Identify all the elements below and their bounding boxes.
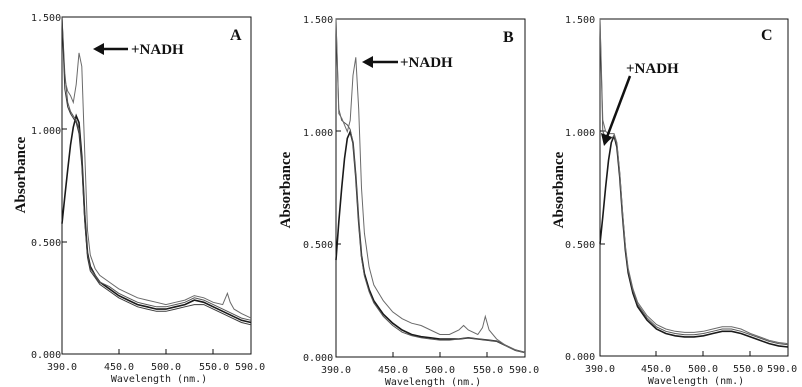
spectrum-line [335,18,526,353]
y-tick-label: 0.500 [31,238,61,249]
tick-marks [62,128,214,354]
spectrum-curves [335,18,526,354]
x-tick-label: 390.0 [47,362,77,373]
x-axis-label: Wavelength (nm.) [111,374,207,385]
x-tick-label: 500.0 [151,362,181,373]
spectrum-line [599,18,789,345]
x-axis-label: Wavelength (nm.) [648,376,744,387]
spectrum-line [335,18,526,353]
nadh-arrow [362,56,398,68]
x-axis-label: Wavelength (nm.) [385,377,481,387]
plot-frame [599,18,789,357]
spectrum-line [599,18,789,346]
spectrum-line [61,16,252,321]
y-axis-label: Absorbance [278,151,294,228]
nadh-annotation: +NADH [626,61,679,77]
spectrum-curves [61,16,252,326]
panel-b: Absorbance 1.500 1.000 0.500 0.000 390.0… [278,15,539,387]
y-tick-label: 1.500 [303,15,333,26]
x-tick-label: 590.0 [235,362,265,373]
spectrum-line [599,133,789,348]
x-tick-label: 590.0 [509,365,539,376]
y-tick-label: 0.500 [303,240,333,251]
plot-frame [335,18,526,358]
x-tick-label: 390.0 [585,364,615,375]
x-tick-label: 500.0 [425,365,455,376]
panel-label: A [230,27,242,44]
x-tick-label: 450.0 [378,365,408,376]
plot-frame [61,16,252,355]
y-tick-label: 1.500 [565,15,595,26]
spectrum-line [335,129,526,354]
panel-a: Absorbance 1.500 1.000 0.500 0.000 390.0… [13,13,265,385]
y-tick-label: 1.000 [303,128,333,139]
nadh-annotation: +NADH [400,55,453,71]
y-axis-label: Absorbance [551,151,567,228]
y-tick-label: 0.000 [303,353,333,364]
y-tick-label: 1.000 [565,128,595,139]
y-tick-label: 0.000 [565,352,595,363]
y-tick-label: 0.500 [565,240,595,251]
x-tick-label: 550.0 [199,362,229,373]
nadh-arrow [93,43,128,55]
y-tick-label: 0.000 [31,350,61,361]
spectrum-line [61,113,252,324]
x-tick-label: 550.0 [473,365,503,376]
x-tick-label: 500.0 [688,364,718,375]
tick-marks [600,130,751,356]
y-tick-label: 1.000 [31,126,61,137]
spectrum-line [61,16,252,319]
spectrum-curves [599,18,789,348]
y-axis-label: Absorbance [13,136,29,213]
y-tick-label: 1.500 [31,13,61,24]
panel-label: B [503,29,514,46]
panel-label: C [761,27,773,44]
x-tick-label: 450.0 [104,362,134,373]
panel-c: Absorbance 1.500 1.000 0.500 0.000 390.0… [551,15,797,387]
x-tick-label: 390.0 [321,365,351,376]
x-tick-label: 450.0 [641,364,671,375]
x-tick-label: 590.0 [767,364,797,375]
nadh-annotation: +NADH [131,42,184,58]
x-tick-label: 550.0 [733,364,763,375]
spectrum-line [61,16,252,326]
nadh-arrow [601,75,632,146]
